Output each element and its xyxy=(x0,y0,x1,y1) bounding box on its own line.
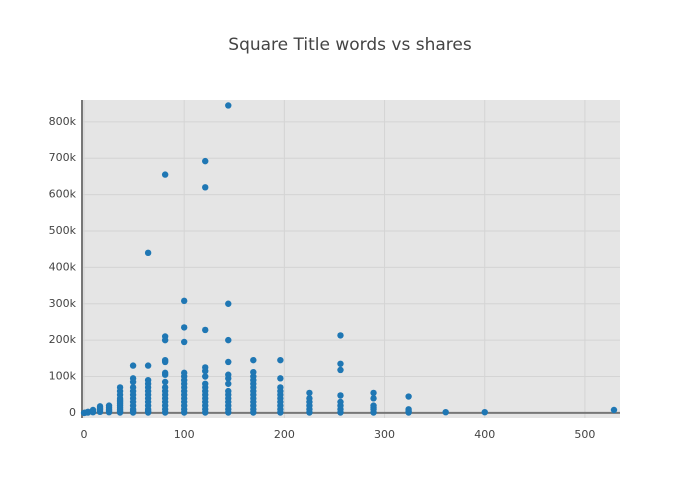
point xyxy=(180,297,188,305)
point xyxy=(481,408,488,416)
point xyxy=(180,324,188,331)
point xyxy=(442,408,449,416)
y-tick-label: 700k xyxy=(49,151,77,164)
point xyxy=(105,402,113,409)
point xyxy=(144,249,152,257)
y-tick-label: 400k xyxy=(49,260,77,273)
point xyxy=(225,336,232,344)
chart-title: Square Title words vs shares xyxy=(228,35,472,55)
point xyxy=(250,356,257,364)
point xyxy=(306,389,313,397)
point xyxy=(202,326,209,334)
point xyxy=(202,364,209,371)
point xyxy=(202,373,209,380)
point xyxy=(337,360,344,367)
point xyxy=(337,332,344,339)
x-tick-label: 200 xyxy=(274,428,295,441)
point xyxy=(116,384,124,391)
point xyxy=(161,171,169,178)
x-tick-label: 300 xyxy=(374,428,395,441)
point xyxy=(610,406,618,414)
point xyxy=(202,184,209,191)
point xyxy=(370,389,377,397)
y-tick-label: 300k xyxy=(49,297,77,310)
point xyxy=(161,378,169,386)
x-tick-label: 0 xyxy=(81,428,88,441)
y-tick-label: 0 xyxy=(69,406,76,419)
point xyxy=(161,333,169,340)
point xyxy=(277,356,284,364)
point xyxy=(144,362,152,369)
x-tick-label: 100 xyxy=(174,428,195,441)
point xyxy=(161,356,169,364)
y-tick-label: 600k xyxy=(49,188,77,201)
point xyxy=(225,300,232,307)
y-tick-label: 500k xyxy=(49,224,77,237)
y-tick-label: 200k xyxy=(49,333,77,346)
point xyxy=(89,406,97,414)
point xyxy=(84,408,92,416)
point xyxy=(129,384,137,391)
point xyxy=(277,384,284,391)
point xyxy=(405,393,412,400)
point xyxy=(129,362,137,369)
point xyxy=(337,398,344,406)
x-tick-label: 500 xyxy=(574,428,595,441)
point xyxy=(337,366,344,374)
point xyxy=(306,395,313,402)
point xyxy=(337,392,344,399)
point xyxy=(161,369,169,377)
point xyxy=(180,338,188,346)
x-tick-label: 400 xyxy=(474,428,495,441)
grid xyxy=(82,100,620,418)
point xyxy=(96,403,104,410)
point xyxy=(250,368,257,376)
point xyxy=(277,375,284,382)
point xyxy=(161,384,169,391)
point xyxy=(225,387,232,395)
point xyxy=(405,406,412,413)
y-tick-label: 800k xyxy=(49,115,77,128)
point xyxy=(129,375,137,382)
point xyxy=(202,157,209,165)
point xyxy=(180,369,188,377)
points xyxy=(80,102,618,417)
axes: 0 100 200 300 400 500 0 100k 200k 300k 400k 500k 600… xyxy=(49,100,620,441)
point xyxy=(370,395,377,402)
point xyxy=(202,380,209,387)
y-tick-label: 100k xyxy=(49,370,77,383)
point xyxy=(225,371,232,378)
point xyxy=(225,102,232,109)
point xyxy=(225,380,232,387)
plot-area xyxy=(82,100,620,418)
point xyxy=(370,402,377,409)
point xyxy=(225,358,232,366)
point xyxy=(144,376,152,384)
